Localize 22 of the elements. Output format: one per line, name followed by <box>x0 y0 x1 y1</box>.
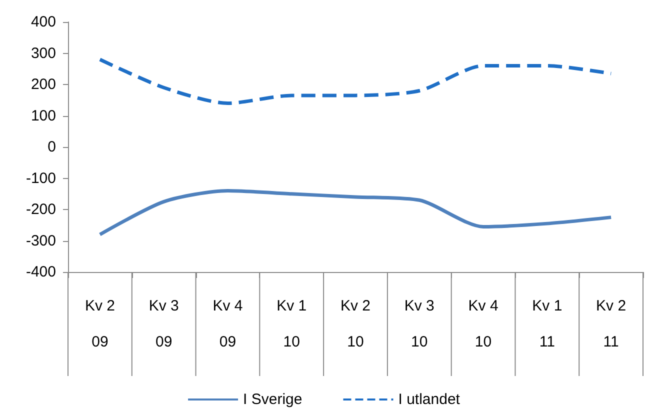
category-label: Kv 2 10 <box>340 298 371 350</box>
category-label: Kv 1 11 <box>532 298 562 350</box>
category-label: Kv 3 09 <box>148 298 179 350</box>
category-label: Kv 2 09 <box>84 298 115 350</box>
category-label: Kv 3 10 <box>404 298 434 350</box>
y-tick-label: -300 <box>26 232 56 250</box>
category-label: Kv 2 11 <box>596 298 626 350</box>
category-label: Kv 4 10 <box>468 298 498 350</box>
legend-label: I utlandet <box>398 391 461 408</box>
y-tick-label: 400 <box>30 14 56 30</box>
y-tick-label: 0 <box>48 138 56 156</box>
y-tick-label: -200 <box>26 201 56 218</box>
legend-label: I Sverige <box>243 391 302 408</box>
category-label: Kv 1 10 <box>276 298 307 350</box>
y-tick-label: -400 <box>26 264 56 280</box>
y-tick-label: 100 <box>30 107 56 124</box>
y-tick-label: 200 <box>30 76 56 93</box>
line-series <box>98 189 613 236</box>
line-series <box>98 58 613 105</box>
y-tick-label: 300 <box>30 44 56 62</box>
category-label: Kv 4 09 <box>212 298 243 350</box>
y-tick-label: -100 <box>26 170 56 187</box>
